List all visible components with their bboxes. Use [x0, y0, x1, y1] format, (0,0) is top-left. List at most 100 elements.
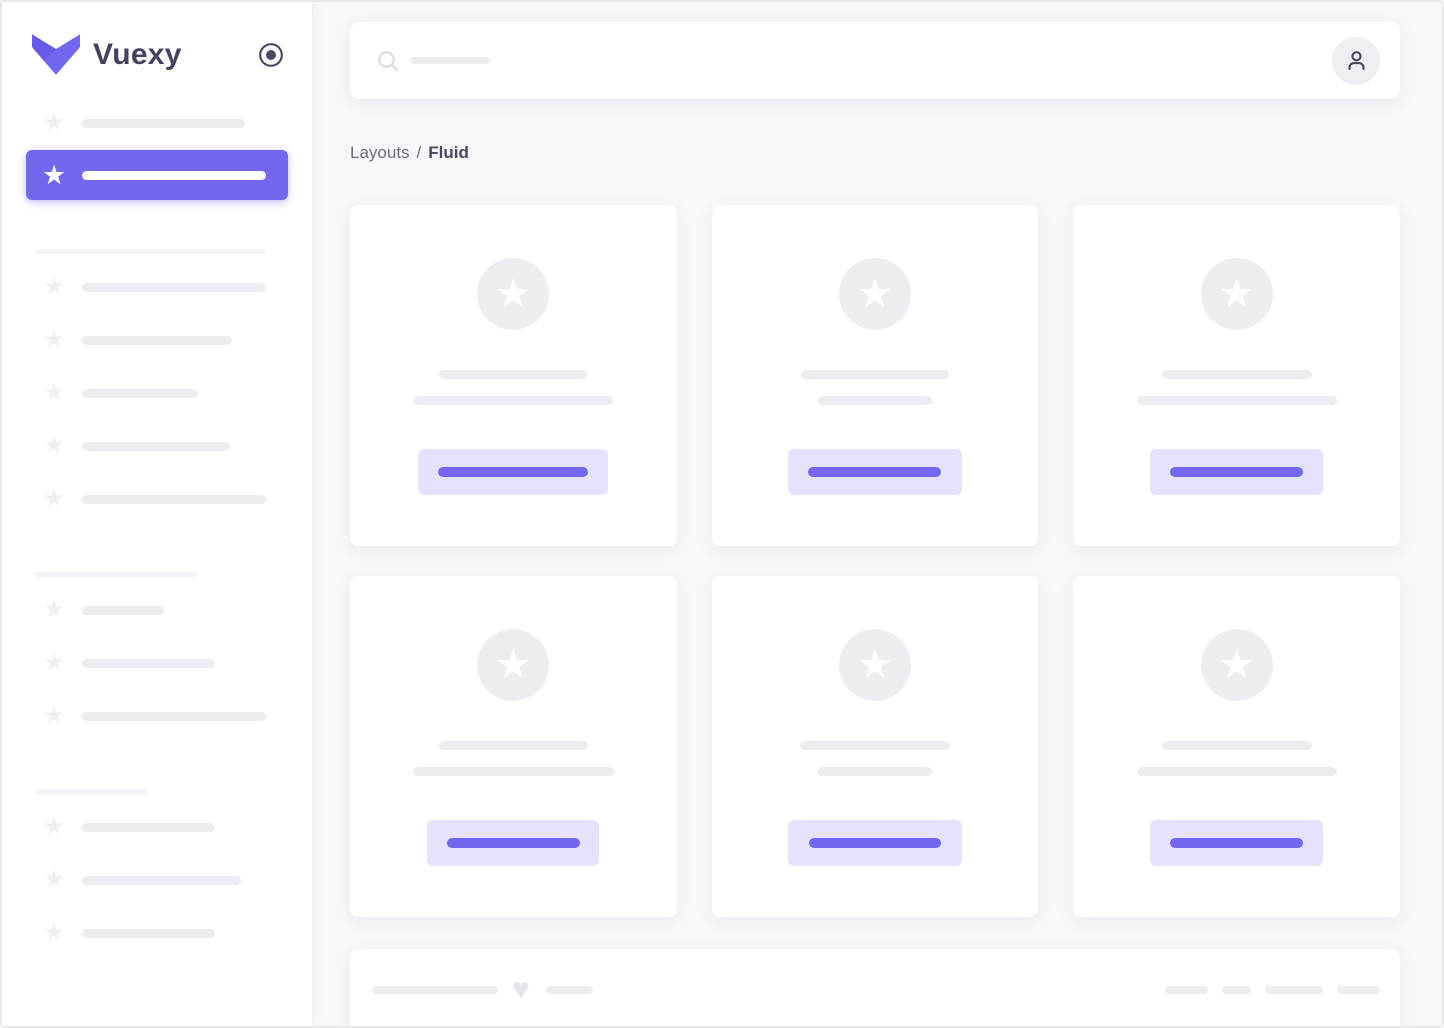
card-avatar-circle: ★: [1200, 629, 1273, 701]
sidebar: Vuexy ★ ★ ★ ★ ★ ★ ★ ★: [2, 2, 313, 1026]
menu-item-label-skeleton: [82, 170, 266, 180]
heart-icon: ♥: [512, 973, 530, 1006]
star-icon: ★: [857, 643, 893, 687]
card-avatar-circle: ★: [477, 629, 550, 701]
sidebar-pin-radio-icon[interactable]: [258, 42, 284, 68]
card-button[interactable]: [787, 820, 962, 866]
star-icon: ★: [43, 866, 65, 893]
card-title-skeleton: [1161, 741, 1312, 750]
sidebar-menu-item[interactable]: ★: [2, 434, 312, 458]
card-avatar-circle: ★: [838, 258, 911, 330]
footer-copyright-skeleton: [372, 986, 498, 994]
card-subtitle-skeleton: [817, 396, 932, 405]
card: ★: [1073, 205, 1400, 546]
star-icon: ★: [1218, 272, 1255, 316]
menu-item-label-skeleton: [82, 605, 164, 615]
card: ★: [350, 205, 677, 546]
star-icon: ★: [495, 643, 532, 687]
breadcrumb-parent[interactable]: Layouts: [350, 143, 410, 162]
search-placeholder-skeleton: [410, 57, 490, 64]
menu-item-label-skeleton: [82, 494, 266, 504]
card-button[interactable]: [1150, 820, 1324, 866]
card-button[interactable]: [1150, 449, 1324, 495]
sidebar-menu-item[interactable]: ★: [2, 275, 312, 299]
menu-item-label-skeleton: [82, 335, 232, 345]
menu-item-label-skeleton: [82, 711, 266, 721]
menu-item-label-skeleton: [82, 928, 215, 938]
card-subtitle-skeleton: [817, 767, 933, 776]
footer: ♥: [350, 949, 1400, 1026]
card-button-label-skeleton: [438, 467, 589, 477]
menu-section-divider: [35, 789, 147, 794]
star-icon: ★: [43, 109, 65, 136]
menu-item-label-skeleton: [82, 822, 215, 832]
card-subtitle-skeleton: [413, 396, 614, 405]
sidebar-menu-item[interactable]: ★: [2, 487, 312, 511]
card: ★: [350, 576, 677, 917]
card-button-label-skeleton: [1170, 838, 1304, 848]
star-icon: ★: [857, 272, 893, 316]
star-icon: ★: [43, 813, 65, 840]
star-icon: ★: [43, 919, 65, 946]
breadcrumb-separator: /: [416, 143, 422, 162]
sidebar-menu-item[interactable]: ★: [2, 328, 312, 352]
card-button[interactable]: [427, 820, 600, 866]
sidebar-menu-item[interactable]: ★: [2, 651, 312, 675]
star-icon: ★: [43, 273, 65, 300]
search-input[interactable]: [376, 49, 1332, 73]
sidebar-menu-item[interactable]: ★: [2, 868, 312, 892]
card-button[interactable]: [787, 449, 962, 495]
sidebar-menu-item[interactable]: ★: [2, 381, 312, 405]
sidebar-menu: ★ ★ ★ ★ ★ ★ ★ ★ ★ ★ ★ ★ ★: [2, 111, 312, 945]
menu-item-label-skeleton: [82, 658, 215, 668]
footer-links: [1165, 986, 1380, 994]
star-icon: ★: [43, 379, 65, 406]
main-content: Layouts / Fluid ★ ★ ★ ★: [313, 2, 1442, 1026]
menu-top: ★ ★: [2, 111, 312, 200]
sidebar-menu-item[interactable]: ★: [2, 815, 312, 839]
menu-item-label-skeleton: [82, 441, 230, 451]
card-title-skeleton: [799, 741, 950, 750]
star-icon: ★: [495, 272, 532, 316]
sidebar-menu-item[interactable]: ★: [2, 704, 312, 728]
footer-credit-skeleton: [545, 986, 593, 994]
footer-link-skeleton: [1265, 986, 1323, 994]
star-icon: ★: [43, 596, 65, 623]
menu-item-label-skeleton: [82, 282, 266, 292]
card-title-skeleton: [438, 741, 588, 750]
breadcrumb: Layouts / Fluid: [350, 143, 1400, 163]
card: ★: [1073, 576, 1400, 917]
menu-item-label-skeleton: [82, 875, 241, 885]
topbar: [350, 22, 1400, 99]
sidebar-menu-item[interactable]: ★: [26, 150, 288, 200]
menu-item-label-skeleton: [82, 118, 245, 128]
vuexy-logo-icon: [32, 34, 80, 76]
user-icon: [1343, 47, 1370, 74]
card-title-skeleton: [800, 370, 949, 379]
star-icon: ★: [43, 326, 65, 353]
card-subtitle-skeleton: [412, 767, 614, 776]
footer-link-skeleton: [1337, 986, 1380, 994]
footer-link-skeleton: [1222, 986, 1251, 994]
menu-section-divider: [35, 572, 198, 577]
card-avatar-circle: ★: [1200, 258, 1273, 330]
card-button-label-skeleton: [808, 467, 942, 477]
user-avatar[interactable]: [1332, 36, 1380, 85]
card-title-skeleton: [1161, 370, 1312, 379]
menu-sections: ★ ★ ★ ★ ★ ★ ★ ★ ★ ★ ★: [2, 249, 312, 945]
sidebar-menu-item[interactable]: ★: [2, 598, 312, 622]
sidebar-header: Vuexy: [2, 2, 312, 77]
cards-grid: ★ ★ ★ ★ ★: [350, 205, 1400, 917]
card-button-label-skeleton: [446, 838, 580, 848]
card-button-label-skeleton: [1170, 467, 1304, 477]
star-icon: ★: [43, 702, 65, 729]
card-avatar-circle: ★: [838, 629, 911, 701]
card-avatar-circle: ★: [477, 258, 550, 330]
sidebar-menu-item[interactable]: ★: [2, 111, 312, 135]
card-button[interactable]: [418, 449, 609, 495]
sidebar-menu-item[interactable]: ★: [2, 921, 312, 945]
star-icon: ★: [42, 160, 67, 190]
search-icon: [376, 49, 400, 73]
menu-item-label-skeleton: [82, 388, 198, 398]
